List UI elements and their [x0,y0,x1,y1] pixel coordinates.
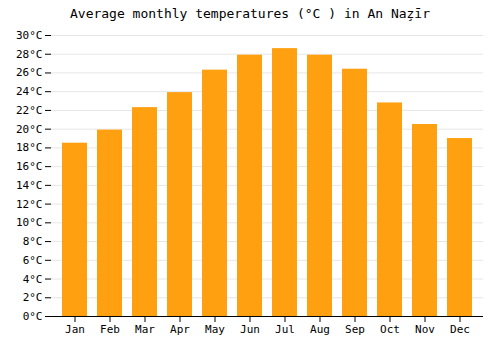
svg-text:Feb: Feb [100,323,120,336]
svg-text:Jul: Jul [275,323,295,336]
svg-text:0°C: 0°C [23,310,43,323]
svg-text:Sep: Sep [345,323,365,336]
svg-text:Oct: Oct [380,323,400,336]
svg-text:14°C: 14°C [16,179,43,192]
svg-text:6°C: 6°C [23,254,43,267]
svg-text:Aug: Aug [310,323,330,336]
svg-text:26°C: 26°C [16,66,43,79]
svg-text:24°C: 24°C [16,85,43,98]
svg-text:12°C: 12°C [16,198,43,211]
svg-text:Jun: Jun [240,323,260,336]
svg-text:2°C: 2°C [23,291,43,304]
svg-text:10°C: 10°C [16,216,43,229]
svg-text:20°C: 20°C [16,123,43,136]
svg-text:Apr: Apr [170,323,190,336]
html-text:Average monthly temperatures (: Average monthly temperatures (°C ) in An… [70,6,430,21]
svg-text:Mar: Mar [135,323,155,336]
svg-text:16°C: 16°C [16,160,43,173]
svg-text:8°C: 8°C [23,235,43,248]
svg-text:May: May [205,323,225,336]
svg-text:22°C: 22°C [16,104,43,117]
svg-text:18°C: 18°C [16,141,43,154]
svg-text:4°C: 4°C [23,273,43,286]
svg-text:30°C: 30°C [16,29,43,42]
svg-text:Nov: Nov [415,323,435,336]
svg-text:Dec: Dec [450,323,470,336]
svg-text:Jan: Jan [65,323,85,336]
svg-text:28°C: 28°C [16,48,43,61]
